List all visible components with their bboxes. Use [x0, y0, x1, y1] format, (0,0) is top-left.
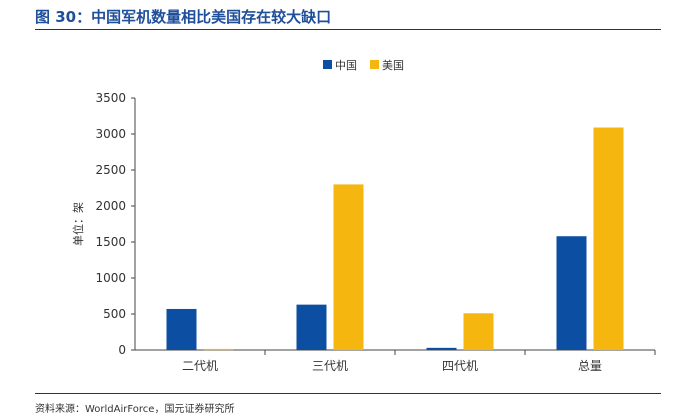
x-tick-label: 四代机	[442, 359, 478, 373]
y-tick-label: 2000	[95, 199, 126, 213]
figure-title: 图 30：中国军机数量相比美国存在较大缺口	[35, 8, 332, 26]
bar-china	[166, 308, 197, 350]
bar-usa	[463, 313, 494, 350]
bar-usa	[203, 348, 234, 351]
bar-china	[556, 236, 587, 350]
y-tick-label: 3500	[95, 91, 126, 105]
bottom-rule	[35, 393, 661, 394]
x-tick-label: 总量	[578, 359, 602, 373]
source-note: 资料来源：WorldAirForce，国元证券研究所	[35, 404, 235, 415]
bar-usa	[333, 184, 364, 350]
y-tick-label: 1000	[95, 271, 126, 285]
x-tick-label: 三代机	[312, 359, 348, 373]
legend-label-china: 中国	[335, 59, 357, 72]
bar-usa	[593, 127, 624, 351]
bar-china	[426, 347, 457, 350]
y-tick-label: 3000	[95, 127, 126, 141]
bar-china	[296, 304, 327, 350]
legend-swatch-usa	[370, 60, 379, 69]
y-tick-label: 500	[103, 307, 126, 321]
x-tick-label: 二代机	[182, 359, 218, 373]
y-tick-label: 2500	[95, 163, 126, 177]
legend-swatch-china	[323, 60, 332, 69]
y-tick-label: 0	[118, 343, 126, 357]
top-rule	[35, 29, 661, 30]
y-tick-label: 1500	[95, 235, 126, 249]
legend-label-usa: 美国	[382, 59, 404, 72]
y-axis-label: 单位：架	[71, 202, 85, 246]
